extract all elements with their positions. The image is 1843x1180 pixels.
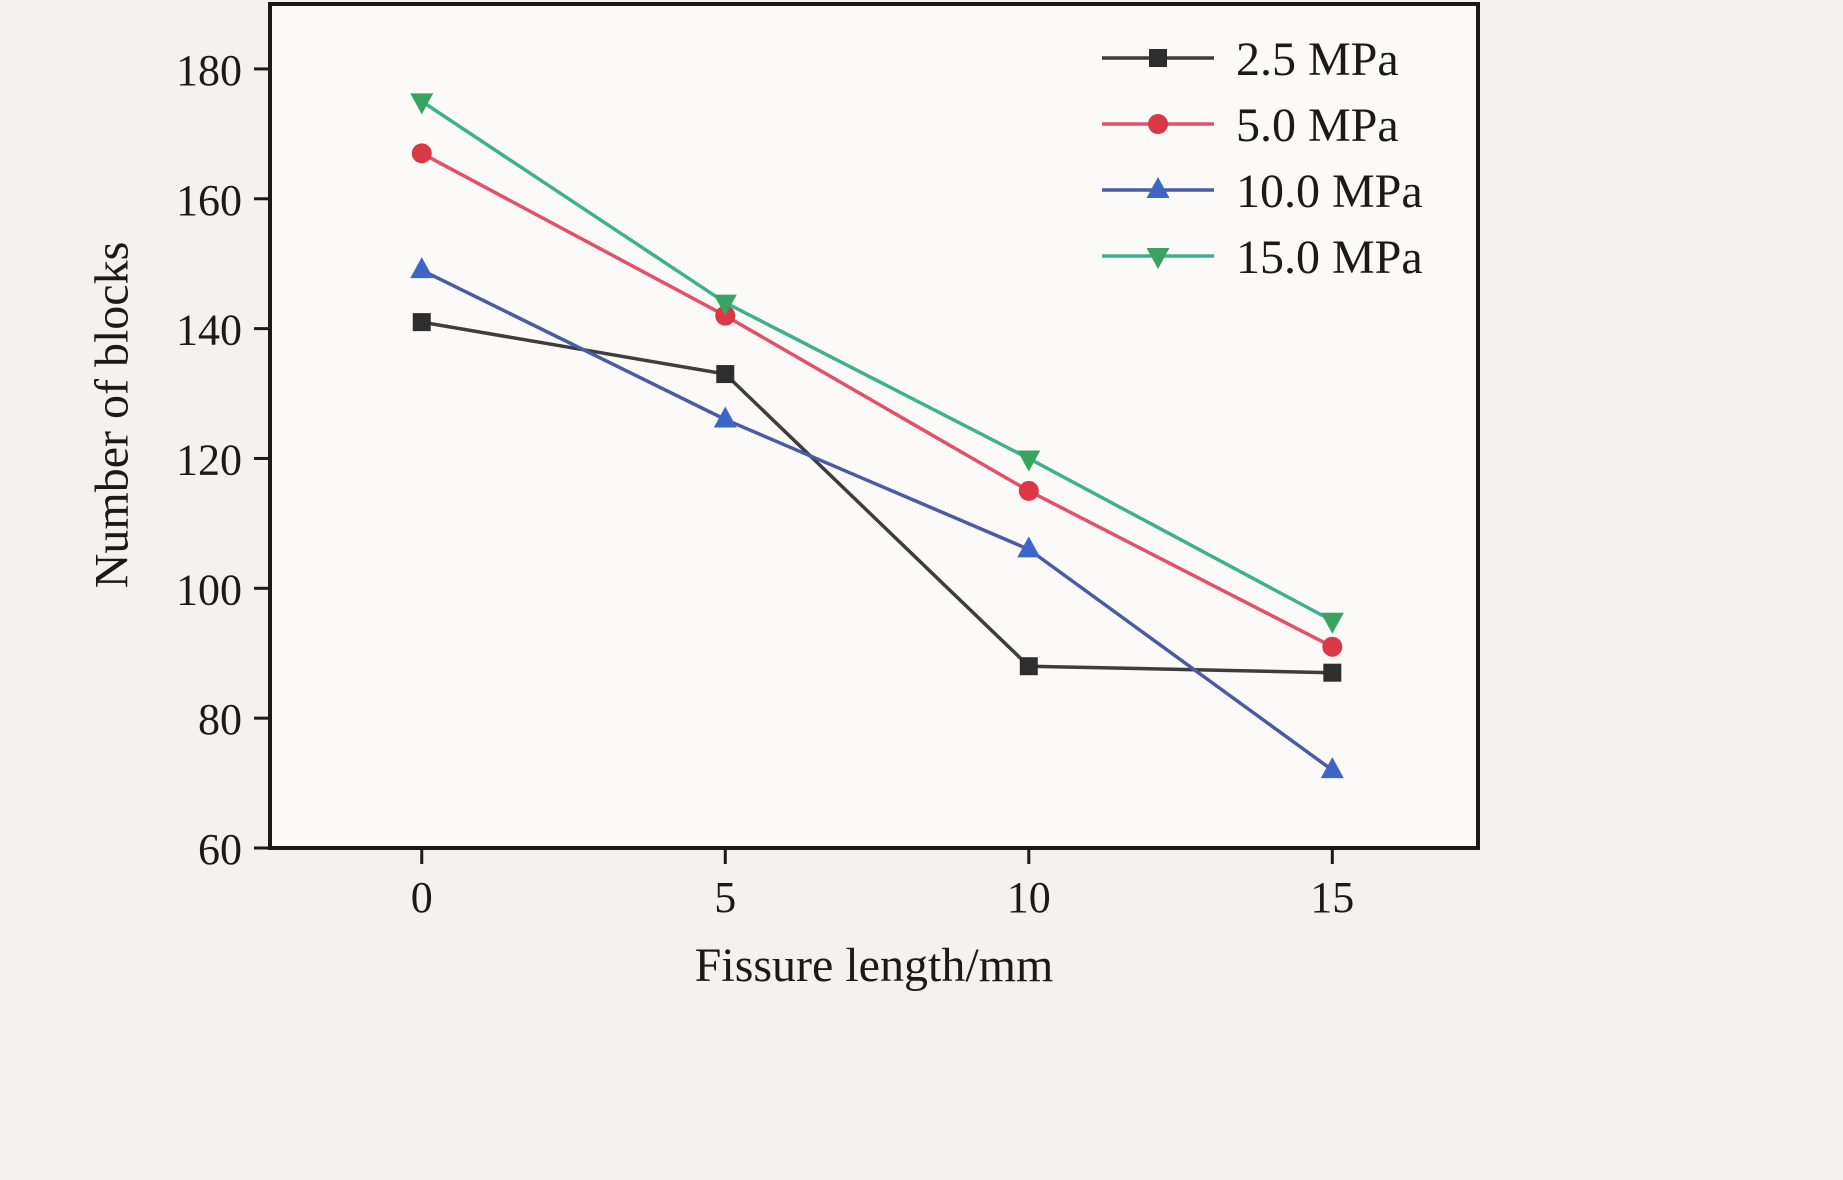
legend-label: 15.0 MPa (1236, 231, 1423, 284)
series-marker (412, 313, 431, 332)
series-marker (1019, 657, 1038, 676)
plot-background (270, 4, 1478, 848)
x-tick-label: 5 (714, 873, 736, 922)
series-line (420, 151, 1334, 649)
legend-label: 5.0 MPa (1236, 99, 1399, 152)
plot-frame (268, 2, 1480, 850)
x-axis-title: Fissure length/mm (694, 939, 1054, 992)
series-marker (411, 143, 432, 164)
y-tick-label: 180 (176, 46, 242, 95)
series-marker (1323, 663, 1342, 682)
series-marker (713, 294, 737, 316)
legend-item: 15.0 MPa (1102, 231, 1423, 284)
series-marker (1322, 636, 1343, 657)
legend-marker (1146, 177, 1170, 198)
legend-label: 2.5 MPa (1236, 33, 1399, 86)
series-marker (713, 406, 737, 428)
y-tick-label: 60 (198, 825, 242, 874)
legend-label: 10.0 MPa (1236, 165, 1423, 218)
series-marker (410, 93, 434, 115)
legend-marker (1146, 248, 1170, 269)
legend-item: 10.0 MPa (1102, 165, 1423, 218)
x-tick-label: 15 (1310, 873, 1354, 922)
y-tick-label: 80 (198, 695, 242, 744)
legend-item: 5.0 MPa (1102, 99, 1399, 152)
series-marker (716, 365, 735, 384)
series-marker (410, 257, 434, 279)
y-tick-label: 120 (176, 435, 242, 484)
legend-marker (1148, 114, 1168, 134)
y-tick-label: 100 (176, 565, 242, 614)
series-marker (1017, 450, 1041, 472)
series-line (421, 320, 1333, 675)
x-tick-label: 0 (411, 873, 433, 922)
y-axis-title: Number of blocks (85, 241, 139, 589)
series-marker (1320, 757, 1344, 779)
x-tick-label: 10 (1007, 873, 1051, 922)
series-line (420, 268, 1334, 772)
y-tick-label: 160 (176, 176, 242, 225)
series-marker (1018, 480, 1039, 501)
series-marker (1320, 612, 1344, 634)
legend-item: 2.5 MPa (1102, 33, 1399, 86)
y-tick-label: 140 (176, 306, 242, 355)
series-marker (1017, 536, 1041, 558)
legend-marker (1149, 49, 1167, 67)
series-line (420, 99, 1334, 623)
